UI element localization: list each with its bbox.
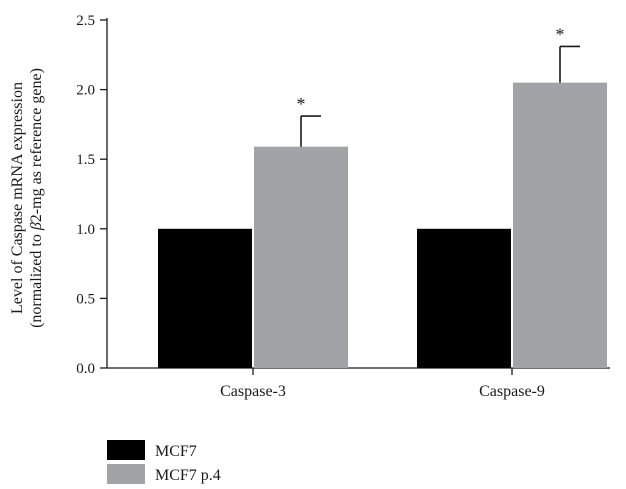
y-tick-label: 0.0 xyxy=(76,361,95,377)
y-axis-title-beta: β xyxy=(28,222,45,231)
significance-mark: * xyxy=(556,24,565,44)
y-axis-title-line1: Level of Caspase mRNA expression xyxy=(9,82,26,314)
legend-label: MCF7 p.4 xyxy=(155,467,221,484)
y-tick-label: 2.5 xyxy=(76,13,95,29)
x-tick-label: Caspase-3 xyxy=(220,383,286,400)
legend-swatch xyxy=(107,464,145,484)
legend-label: MCF7 xyxy=(155,443,197,460)
plot-area: 0.0 0.5 1.0 1.5 2.0 2.5 Caspase-3 Caspase-9 * * xyxy=(76,13,610,400)
bar xyxy=(417,228,511,368)
bar xyxy=(158,228,252,368)
legend-swatch xyxy=(107,440,145,460)
y-axis-title: Level of Caspase mRNA expression (normal… xyxy=(9,68,45,328)
y-axis-title-line2: (normalized to β2-mg as reference gene) xyxy=(28,68,45,328)
legend: MCF7 MCF7 p.4 xyxy=(107,440,221,484)
y-tick-label: 1.5 xyxy=(76,152,95,168)
y-axis-title-line2-pre: (normalized to xyxy=(28,230,45,328)
y-tick-label: 2.0 xyxy=(76,83,95,99)
y-axis-title-line2-post: 2-mg as reference gene) xyxy=(28,68,45,222)
significance-mark: * xyxy=(297,94,306,114)
x-tick-label: Caspase-9 xyxy=(479,383,545,400)
bar xyxy=(513,82,607,368)
y-tick-label: 0.5 xyxy=(76,291,95,307)
bar xyxy=(254,146,348,368)
y-tick-label: 1.0 xyxy=(76,222,95,238)
